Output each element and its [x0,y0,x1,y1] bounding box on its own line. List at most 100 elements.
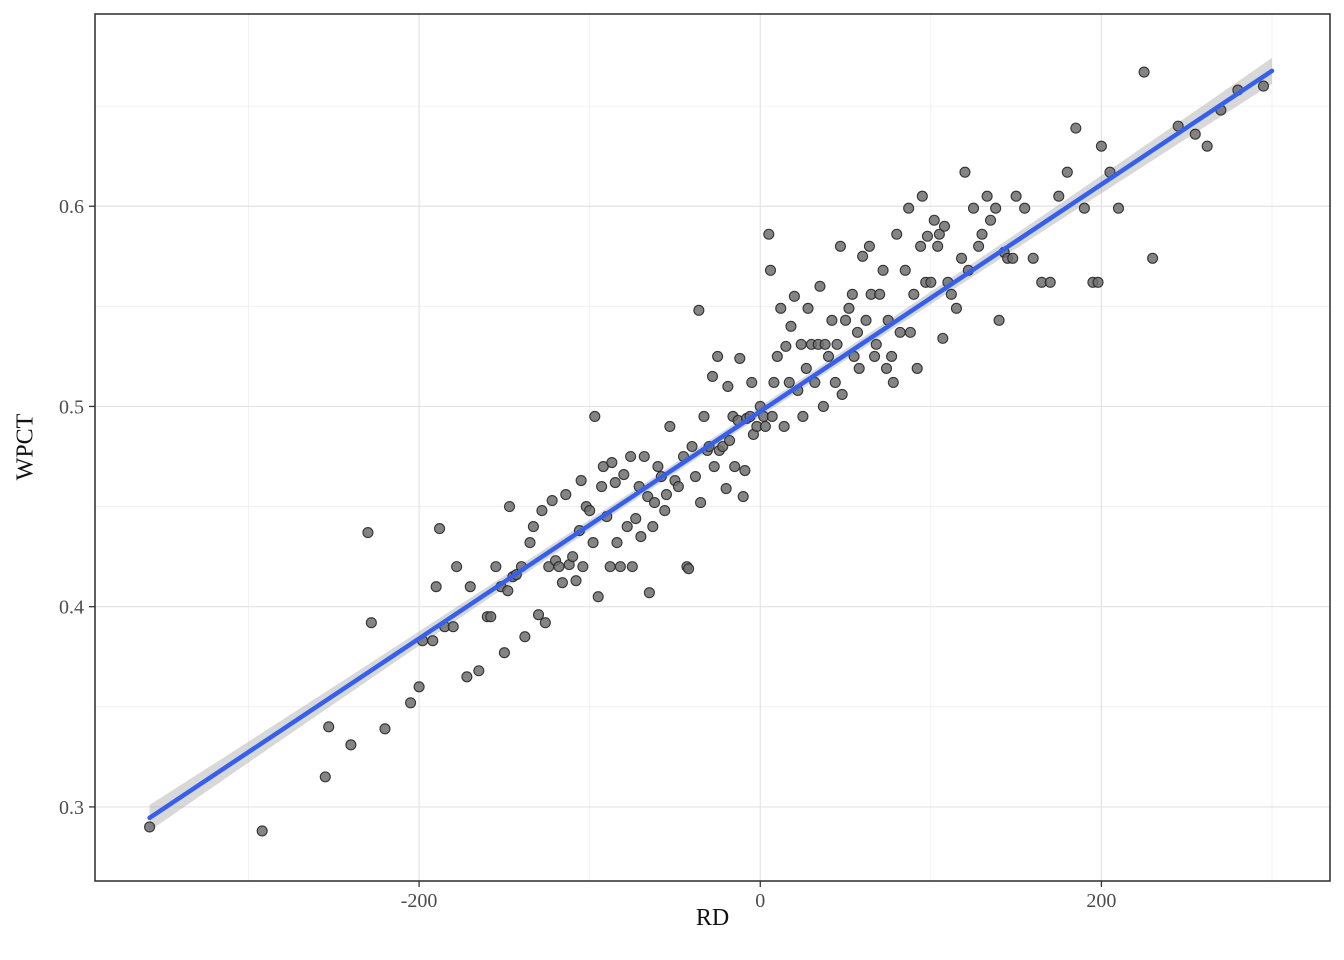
data-point [1061,166,1073,178]
data-point [575,474,587,487]
data-point [880,362,893,374]
data-point [836,388,848,400]
data-point [589,410,601,423]
data-point [621,521,633,533]
data-point [921,230,933,242]
data-point [826,314,838,326]
data-point [869,350,881,362]
data-point [775,302,787,314]
data-point [405,697,417,709]
data-point [932,240,944,252]
data-point [857,250,869,262]
data-point [498,647,510,659]
data-point [1010,190,1022,202]
data-point [461,671,473,683]
data-point [967,202,980,214]
x-tick-label: 200 [1086,890,1116,912]
data-point [256,825,268,837]
data-point [609,476,621,489]
data-point [829,376,841,388]
data-point [614,561,626,573]
data-point [990,202,1002,214]
data-point [874,288,886,300]
data-point [430,581,442,593]
data-point [524,537,536,549]
data-point [323,721,335,733]
data-point [1201,140,1213,152]
data-point [877,264,889,276]
data-point [911,362,923,374]
data-point [778,420,790,433]
data-point [1257,80,1270,92]
y-tick-label: 0.5 [59,396,84,418]
data-point [976,228,988,240]
data-point [473,665,485,677]
data-point [413,681,425,693]
data-point [577,561,589,573]
data-point [464,581,476,593]
data-point [886,350,898,362]
data-point [840,314,852,326]
data-point [427,635,439,647]
y-axis-title: WPCT [12,413,39,481]
data-point [362,527,374,539]
data-point [993,314,1005,326]
data-point [763,228,775,240]
data-point [536,505,548,517]
data-point [783,376,795,388]
data-point [717,440,729,453]
data-point [695,497,707,509]
data-point [955,252,968,264]
data-point [860,314,872,326]
data-point [981,190,993,202]
data-point [795,338,807,350]
panel-border [94,13,1331,882]
data-point [1092,276,1104,288]
data-point [737,491,749,503]
x-tick-label: -200 [401,890,438,912]
data-point [502,585,514,597]
data-point [831,338,843,350]
data-point [851,326,864,338]
data-point [592,591,604,603]
data-point [642,491,654,503]
y-tick-label: 0.3 [59,797,84,819]
data-point [683,563,695,575]
data-point [764,264,777,276]
data-point [973,240,985,252]
data-point [626,561,638,573]
data-point [643,587,655,599]
data-point [611,537,623,549]
data-point [1027,252,1039,264]
data-point [503,501,516,513]
data-point [698,410,710,423]
data-point [664,420,676,433]
data-point [1112,202,1125,214]
y-tick-label: 0.6 [59,196,84,218]
data-point [647,521,659,533]
data-point [891,228,903,240]
data-point [817,400,829,413]
data-point [894,326,906,338]
data-point [785,320,797,332]
data-point [843,302,855,314]
data-point [708,460,720,473]
data-point [625,450,637,463]
data-point [863,240,875,252]
data-point [490,561,502,573]
data-point [606,456,618,469]
data-point [771,350,783,362]
data-point [319,771,331,783]
data-point [768,376,780,388]
data-point [144,821,156,833]
data-point [937,332,949,344]
data-point [739,464,751,477]
data-point [447,621,459,633]
data-point [451,561,463,573]
data-point [766,410,778,423]
data-point [853,362,865,374]
data-point [1019,202,1031,214]
data-point [345,739,357,751]
data-point [1147,252,1159,264]
